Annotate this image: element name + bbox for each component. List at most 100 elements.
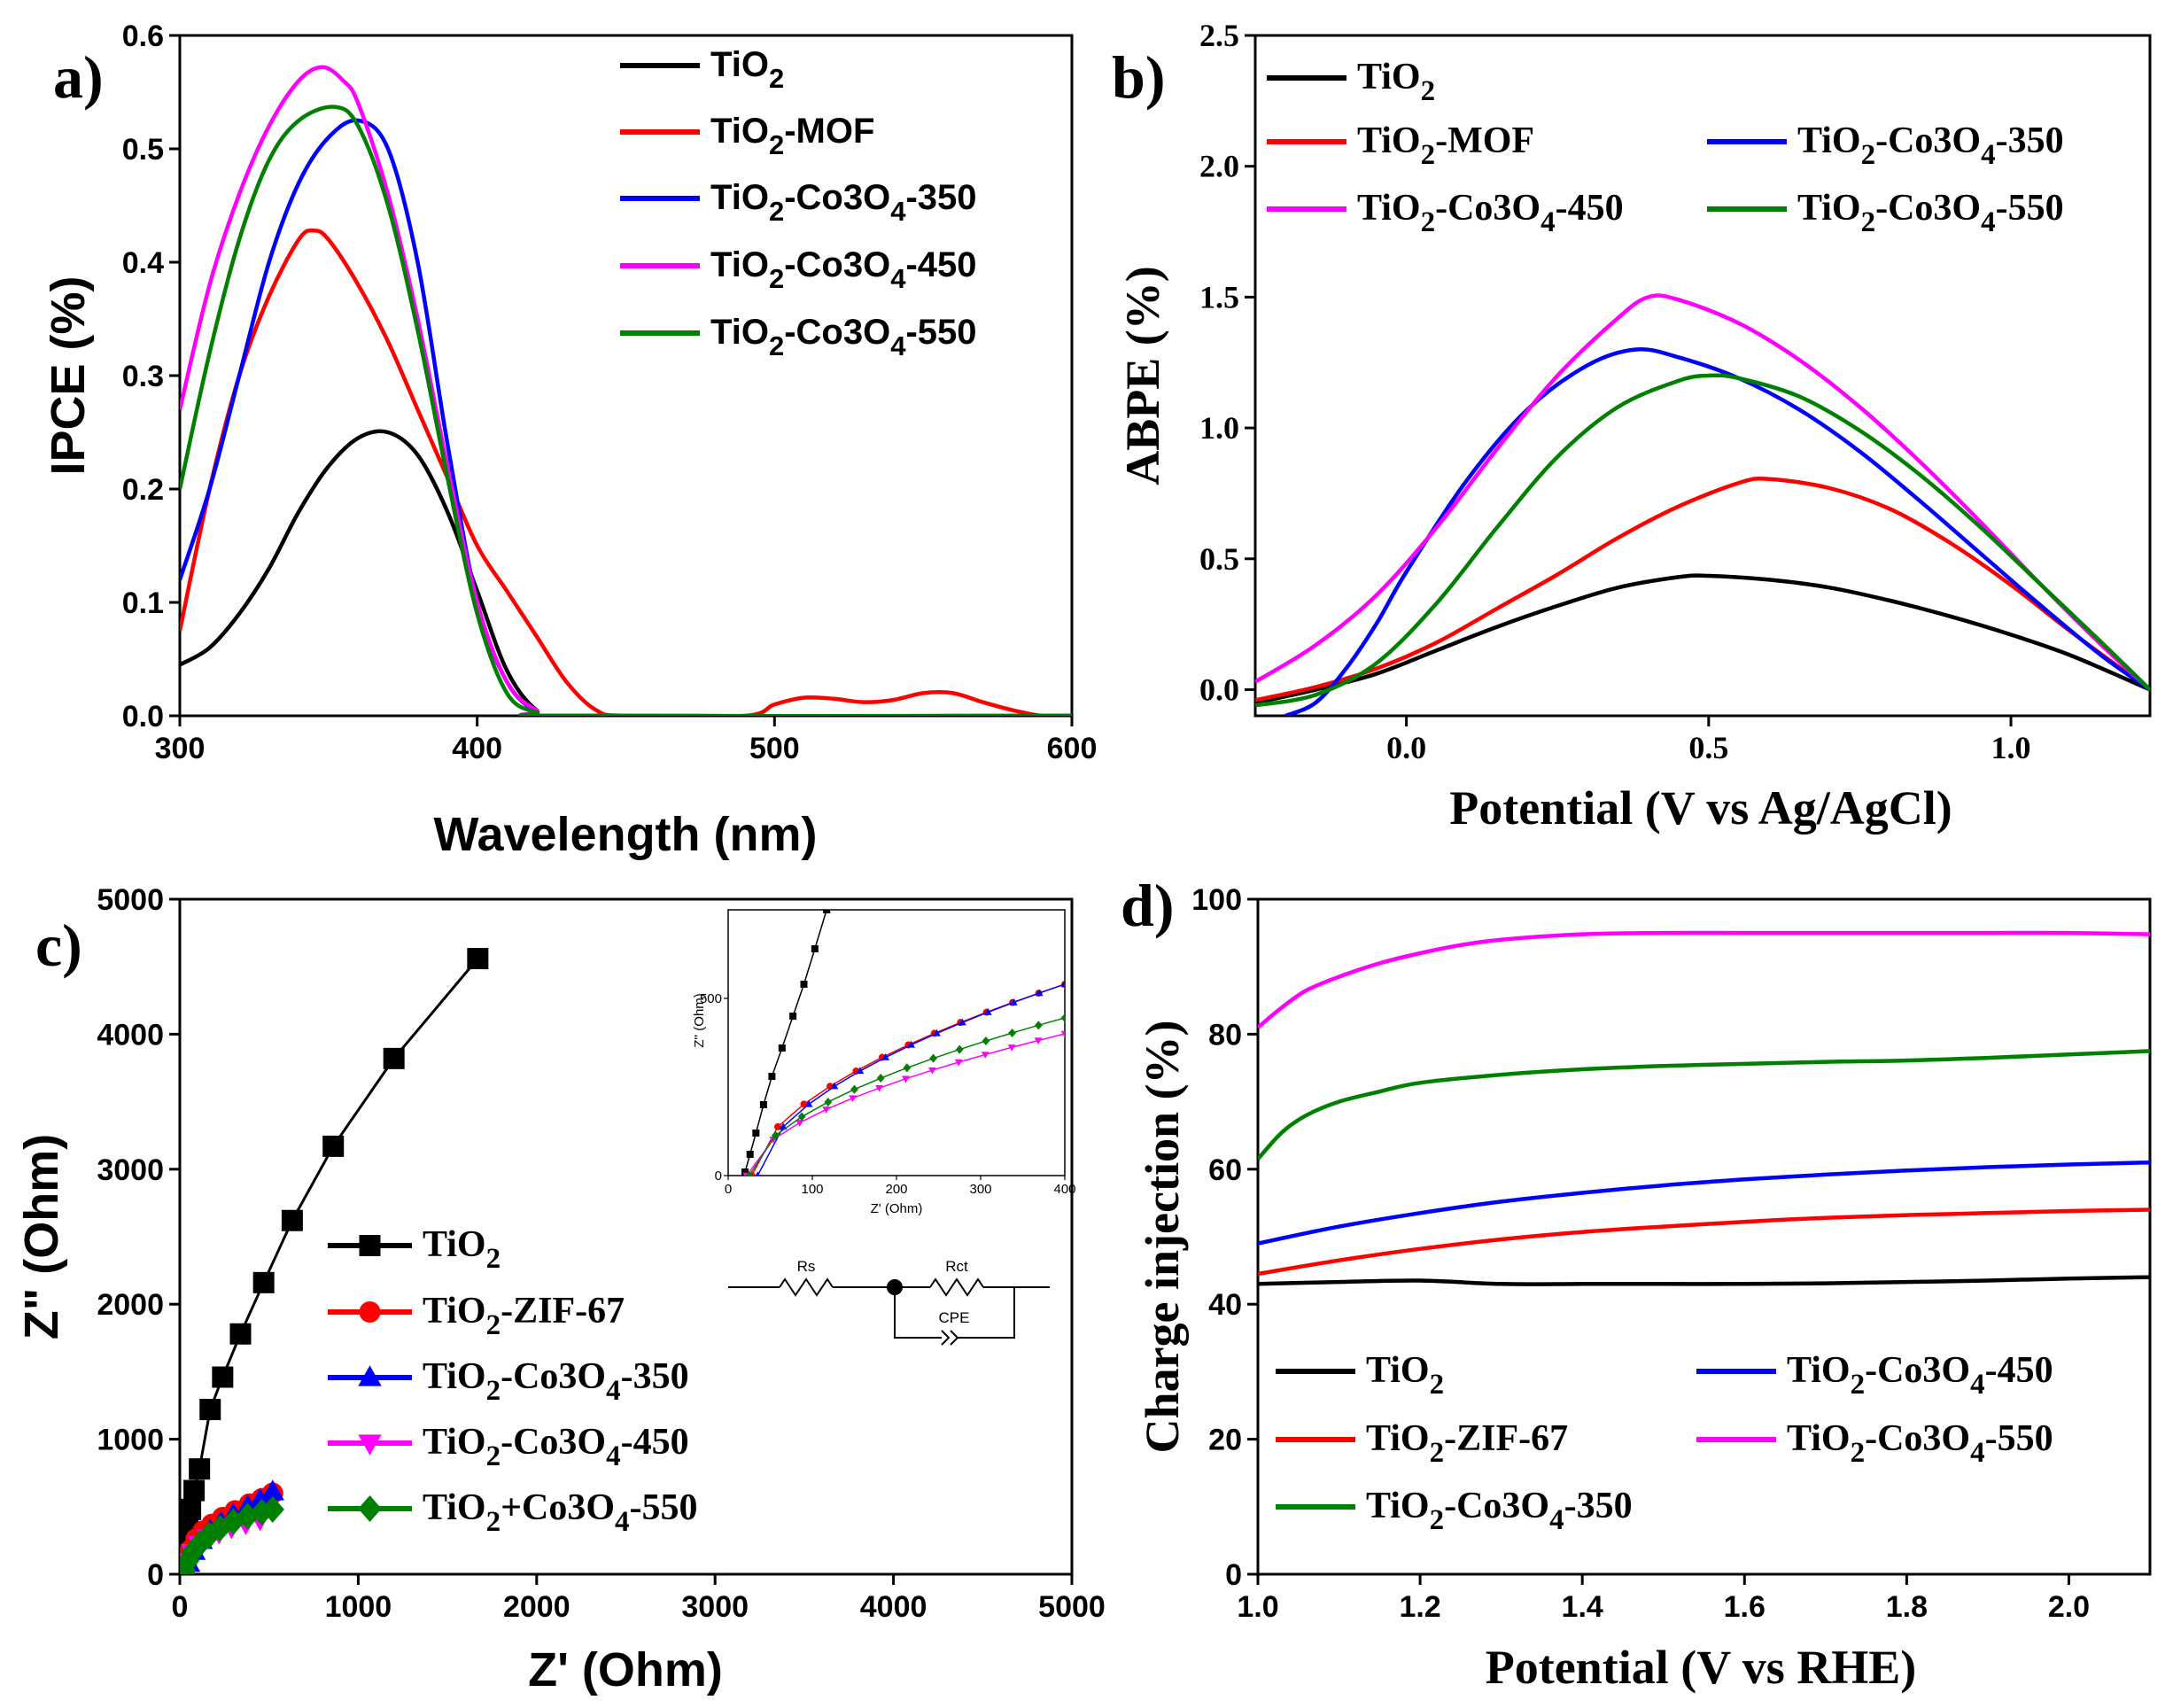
series-line-2	[1284, 346, 2150, 716]
inset-data-point-3-4	[849, 1095, 857, 1103]
legend-label: TiO2-ZIF-67	[423, 1291, 625, 1341]
data-point-0-11	[322, 1135, 345, 1157]
inset-data-point-2-9	[983, 1008, 992, 1015]
rs-label: Rs	[797, 1258, 816, 1275]
legend-label: TiO2	[710, 45, 784, 94]
inset-data-point-0-7	[800, 981, 808, 988]
y-tick-label: 4000	[97, 1018, 164, 1052]
series-line-1	[1255, 476, 2150, 703]
plot-frame	[1256, 897, 2152, 1576]
equivalent-circuit	[728, 1277, 1050, 1346]
inset-data-point-0-9	[823, 910, 831, 913]
legend-marker	[358, 1365, 382, 1386]
panel-letter: d)	[1121, 872, 1174, 939]
y-tick-label: 0	[1225, 1558, 1242, 1592]
y-tick-label: 0.4	[122, 246, 164, 280]
x-tick-label: 3000	[681, 1590, 749, 1624]
y-tick-label: 0.1	[122, 586, 164, 620]
inset-data-point-2-8	[958, 1018, 966, 1026]
x-axis-label: Potential (V vs RHE)	[1486, 1641, 1916, 1694]
x-tick-label: 1.4	[1562, 1590, 1603, 1624]
legend-label: TiO2	[423, 1224, 501, 1275]
inset-data-point-4-4	[850, 1084, 858, 1094]
data-point-0-4	[183, 1479, 206, 1502]
x-tick-label: 1.0	[1237, 1590, 1278, 1624]
x-tick-label: 1.6	[1724, 1590, 1766, 1624]
inset-data-point-4-12	[1060, 1013, 1065, 1022]
plot-frame	[1253, 34, 2152, 718]
x-axis-label: Wavelength (nm)	[433, 808, 817, 861]
legend-label: TiO2-Co3O4-450	[710, 245, 977, 294]
legend-label: TiO2-Co3O4-450	[1787, 1350, 2053, 1401]
series-line-0	[1255, 573, 2150, 705]
inset-data-point-4-10	[1008, 1028, 1017, 1037]
data-point-0-10	[281, 1209, 303, 1231]
y-tick-label: 0.5	[122, 133, 164, 167]
legend-label: TiO2-Co3O4-350	[1797, 120, 2064, 171]
inset-data-point-0-5	[778, 1044, 786, 1052]
inset-plot-area	[741, 910, 1065, 1176]
series-line-1	[1258, 1207, 2150, 1277]
plot-area	[1258, 930, 2150, 1286]
inset-data-point-0-2	[752, 1130, 760, 1137]
x-tick-label: 0.0	[1386, 730, 1426, 765]
x-tick-label: 1.2	[1399, 1590, 1440, 1624]
legend-label: TiO2-Co3O4-350	[710, 178, 977, 227]
inset-data-point-4-8	[955, 1044, 964, 1054]
inset-data-point-2-6	[907, 1040, 916, 1048]
x-tick-label: 300	[155, 732, 206, 765]
inset-data-point-0-6	[789, 1013, 797, 1020]
inset-data-point-4-3	[824, 1097, 833, 1106]
data-point-0-3	[180, 1498, 202, 1520]
inset-data-point-0-0	[741, 1168, 749, 1176]
series-line-1	[180, 228, 1072, 716]
y-tick-label: 0.3	[122, 360, 164, 393]
inset-data-point-3-2	[795, 1120, 804, 1127]
data-point-4-9	[260, 1495, 284, 1523]
y-tick-label: 1000	[97, 1424, 164, 1457]
inset-data-point-2-0	[755, 1171, 760, 1176]
legend-label: TiO2-Co3O4-350	[1366, 1486, 1633, 1536]
inset-x-axis-label: Z' (Ohm)	[871, 1201, 923, 1216]
y-tick-label: 1.0	[1199, 410, 1239, 446]
y-tick-label: 0.0	[122, 700, 164, 734]
cpe-symbol	[950, 1330, 959, 1346]
inset-data-point-2-10	[1009, 998, 1018, 1005]
legend-label: TiO2-Co3O4-550	[1787, 1418, 2053, 1469]
inset-data-point-2-5	[881, 1052, 890, 1060]
plot-area	[1255, 293, 2150, 716]
series-line-0	[1258, 1275, 2150, 1286]
inset-data-point-4-5	[876, 1074, 885, 1083]
data-point-2-8	[248, 1487, 272, 1509]
cpe-symbol	[941, 1330, 951, 1346]
y-tick-label: 2.0	[1199, 149, 1239, 184]
legend-label: TiO2-Co3O4-450	[1357, 188, 1624, 238]
x-tick-label: 2000	[503, 1590, 570, 1624]
data-point-0-12	[383, 1047, 405, 1069]
inset-x-tick-label: 0	[725, 1182, 732, 1197]
y-tick-label: 5000	[97, 883, 164, 917]
x-tick-label: 5000	[1038, 1590, 1106, 1624]
plot-area	[180, 65, 1072, 716]
cpe-label: CPE	[939, 1309, 970, 1326]
y-tick-label: 0	[147, 1558, 164, 1592]
x-tick-label: 0	[172, 1590, 189, 1624]
inset-data-point-2-2	[804, 1099, 813, 1107]
inset-data-point-2-4	[856, 1067, 865, 1075]
y-tick-label: 0.0	[1199, 672, 1239, 707]
y-tick-label: 40	[1208, 1288, 1242, 1322]
inset-plot: 0 100 200 300 400 0 500 Z' (Ohm) Z'' (Ohm)	[692, 909, 1076, 1216]
data-point-0-5	[189, 1458, 211, 1480]
plot-area	[180, 948, 489, 1574]
y-tick-label: 3000	[97, 1153, 164, 1187]
legend-marker	[358, 1434, 382, 1456]
inset-data-point-3-9	[981, 1052, 989, 1060]
legend-marker	[358, 1495, 382, 1522]
inset-data-point-2-7	[933, 1029, 941, 1036]
y-tick-label: 20	[1208, 1424, 1242, 1457]
legend-label: TiO2-MOF	[710, 112, 874, 160]
panel-a: a) 300 400 500 600 0.0 0.1 0.2 0.3 0.4 0.5 0.6 Wavel…	[42, 19, 1097, 861]
inset-data-point-2-11	[1035, 989, 1044, 997]
legend-label: TiO2	[1357, 57, 1435, 107]
inset-data-point-1-1	[774, 1122, 782, 1130]
